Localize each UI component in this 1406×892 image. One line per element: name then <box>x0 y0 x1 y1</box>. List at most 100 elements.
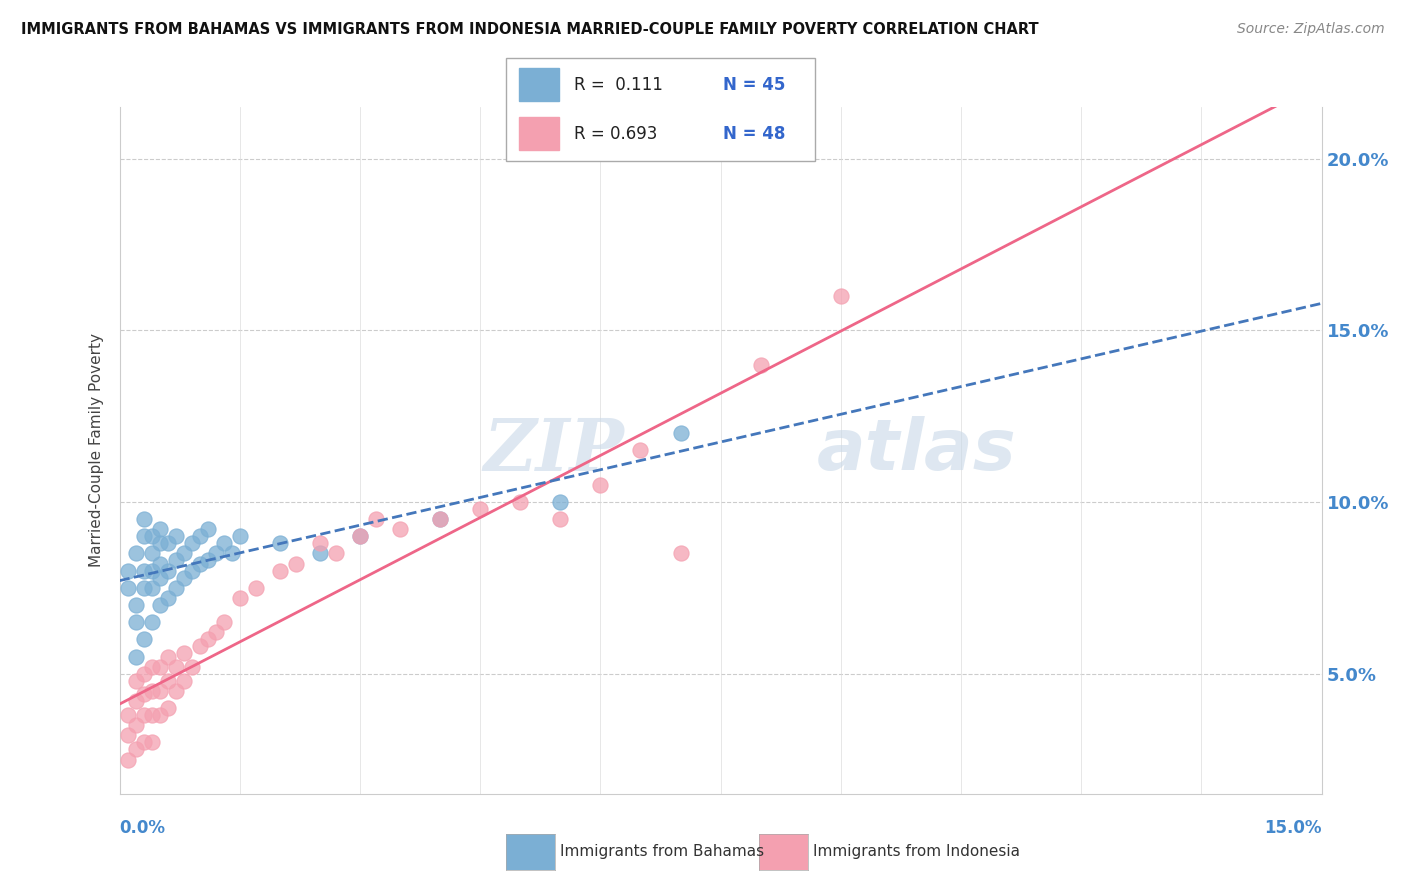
Point <box>221 546 243 560</box>
Point <box>309 536 332 550</box>
Point <box>429 512 451 526</box>
Point <box>180 536 202 550</box>
Point <box>173 570 195 584</box>
Text: N = 48: N = 48 <box>723 125 785 143</box>
Point <box>669 546 692 560</box>
Point <box>204 546 226 560</box>
Point <box>349 529 371 543</box>
Point <box>117 752 139 766</box>
Point <box>149 536 172 550</box>
Point <box>165 581 187 595</box>
Point <box>149 660 172 674</box>
Point <box>830 289 852 303</box>
Point <box>141 564 163 578</box>
Point <box>156 591 179 606</box>
Point <box>124 694 146 708</box>
Point <box>269 564 291 578</box>
Point <box>325 546 347 560</box>
Point <box>132 735 155 749</box>
Point <box>132 581 155 595</box>
Point <box>284 557 307 571</box>
Point <box>550 495 572 509</box>
Point <box>228 591 252 606</box>
Text: atlas: atlas <box>817 416 1017 485</box>
Y-axis label: Married-Couple Family Poverty: Married-Couple Family Poverty <box>89 334 104 567</box>
Text: 15.0%: 15.0% <box>1264 819 1322 837</box>
Point <box>124 546 146 560</box>
Point <box>124 615 146 630</box>
Point <box>509 495 531 509</box>
Point <box>309 546 332 560</box>
Text: IMMIGRANTS FROM BAHAMAS VS IMMIGRANTS FROM INDONESIA MARRIED-COUPLE FAMILY POVER: IMMIGRANTS FROM BAHAMAS VS IMMIGRANTS FR… <box>21 22 1039 37</box>
Point <box>117 707 139 722</box>
Point <box>388 523 412 537</box>
Point <box>165 553 187 567</box>
Point <box>132 529 155 543</box>
Point <box>149 683 172 698</box>
Point <box>132 512 155 526</box>
Point <box>132 707 155 722</box>
Point <box>630 443 652 458</box>
Point <box>124 649 146 664</box>
Text: R = 0.693: R = 0.693 <box>574 125 658 143</box>
Point <box>141 660 163 674</box>
Point <box>117 729 139 743</box>
Point <box>197 553 219 567</box>
Point <box>204 625 226 640</box>
Point <box>429 512 451 526</box>
Point <box>156 649 179 664</box>
Point <box>141 615 163 630</box>
Point <box>156 701 179 715</box>
Text: N = 45: N = 45 <box>723 76 785 94</box>
Point <box>188 529 211 543</box>
Point <box>749 358 772 372</box>
Point <box>132 564 155 578</box>
Point <box>269 536 291 550</box>
Point <box>156 536 179 550</box>
Text: R =  0.111: R = 0.111 <box>574 76 664 94</box>
Point <box>180 564 202 578</box>
Point <box>132 666 155 681</box>
Text: ZIP: ZIP <box>484 415 624 486</box>
Point <box>173 673 195 688</box>
Point <box>149 707 172 722</box>
Point <box>188 639 211 653</box>
Point <box>124 598 146 612</box>
Point <box>117 581 139 595</box>
Point <box>141 581 163 595</box>
Point <box>165 529 187 543</box>
Point <box>124 673 146 688</box>
Point <box>149 523 172 537</box>
Point <box>669 426 692 441</box>
Point <box>589 478 612 492</box>
Point <box>550 512 572 526</box>
Point <box>212 536 235 550</box>
Point <box>156 564 179 578</box>
Point <box>212 615 235 630</box>
Point <box>149 570 172 584</box>
Text: 0.0%: 0.0% <box>120 819 166 837</box>
Point <box>117 564 139 578</box>
Point <box>141 546 163 560</box>
Point <box>141 707 163 722</box>
Point <box>173 646 195 660</box>
Point <box>173 546 195 560</box>
Point <box>149 557 172 571</box>
Text: Immigrants from Bahamas: Immigrants from Bahamas <box>560 845 763 859</box>
Point <box>132 632 155 647</box>
Point <box>124 718 146 732</box>
Point <box>156 673 179 688</box>
Point <box>165 683 187 698</box>
Bar <box>519 69 558 101</box>
Bar <box>519 118 558 150</box>
Point <box>141 683 163 698</box>
Point <box>228 529 252 543</box>
Point <box>165 660 187 674</box>
Point <box>364 512 387 526</box>
Point <box>180 660 202 674</box>
Point <box>132 687 155 701</box>
Point <box>349 529 371 543</box>
Point <box>124 742 146 756</box>
Text: Immigrants from Indonesia: Immigrants from Indonesia <box>813 845 1019 859</box>
Point <box>188 557 211 571</box>
